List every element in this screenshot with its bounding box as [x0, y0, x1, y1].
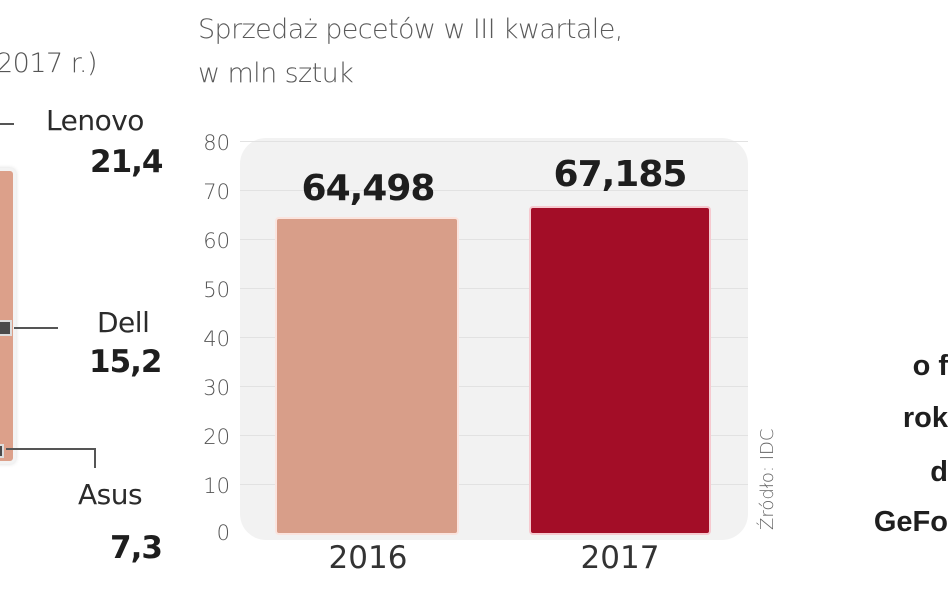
- dell-marker: [0, 320, 12, 336]
- gridline-50: [240, 288, 748, 289]
- y-tick-70: 70: [203, 180, 230, 204]
- gridline-80: [240, 141, 748, 142]
- chart-title-line-2: w mln sztuk: [198, 58, 354, 89]
- brand-name-asus: Asus: [78, 478, 143, 511]
- y-tick-0: 0: [216, 521, 230, 545]
- bar-2016: [275, 217, 459, 535]
- brand-value-lenovo: 21,4: [90, 144, 163, 180]
- y-tick-60: 60: [203, 229, 230, 253]
- right-text-line-1: o f: [912, 350, 948, 382]
- y-tick-20: 20: [203, 425, 230, 449]
- lenovo-leader-line: [0, 123, 14, 125]
- brand-name-dell: Dell: [97, 306, 150, 339]
- gridline-20: [240, 435, 748, 436]
- brand-name-lenovo: Lenovo: [46, 104, 144, 137]
- chart-title-line-1: Sprzedaż pecetów w III kwartale,: [198, 14, 623, 45]
- right-text-line-3: d: [930, 456, 948, 488]
- dell-leader-line: [14, 327, 58, 329]
- y-tick-10: 10: [203, 474, 230, 498]
- bar-value-label-2017: 67,185: [553, 154, 688, 195]
- chart-title: Sprzedaż pecetów w III kwartale, w mln s…: [198, 8, 623, 96]
- gridline-40: [240, 337, 748, 338]
- gridline-30: [240, 386, 748, 387]
- asus-leader-line-vertical: [94, 448, 96, 468]
- gridline-60: [240, 239, 748, 240]
- x-tick-2016: 2016: [328, 540, 408, 576]
- brand-value-dell: 15,2: [89, 344, 162, 380]
- y-tick-30: 30: [203, 376, 230, 400]
- x-tick-2017: 2017: [580, 540, 660, 576]
- gridline-10: [240, 484, 748, 485]
- gridline-70: [240, 190, 748, 191]
- asus-marker: [0, 444, 4, 458]
- y-tick-40: 40: [203, 327, 230, 351]
- y-tick-80: 80: [203, 131, 230, 155]
- y-tick-50: 50: [203, 278, 230, 302]
- asus-leader-line: [6, 448, 96, 450]
- right-text-line-4: GeFo: [873, 506, 948, 538]
- brand-value-asus: 7,3: [110, 530, 163, 566]
- bar-value-label-2016: 64,498: [301, 168, 436, 209]
- bar-2017: [529, 206, 711, 535]
- left-stacked-bar: [0, 168, 16, 464]
- right-text-line-2: rok: [902, 402, 948, 434]
- source-note: Źródło: IDC: [757, 428, 778, 530]
- left-panel-subtitle: 2017 r.): [0, 48, 98, 79]
